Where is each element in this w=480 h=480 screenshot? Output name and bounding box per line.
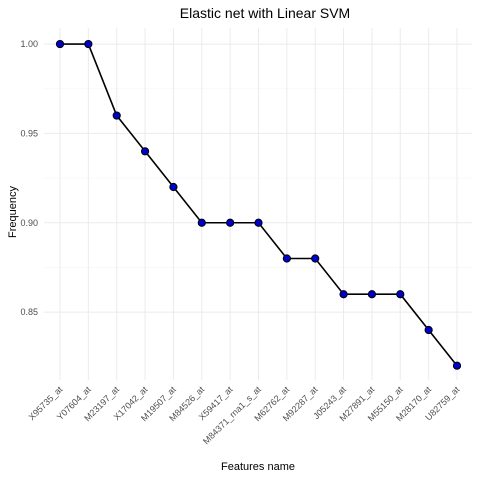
y-axis-ticks: 0.85 0.90 0.95 1.00 — [20, 39, 38, 317]
data-point — [282, 254, 291, 263]
data-point — [140, 147, 150, 156]
x-axis-title: Features name — [221, 461, 295, 473]
data-point — [169, 182, 178, 192]
data-point — [254, 218, 263, 227]
data-point — [226, 218, 235, 227]
data-point — [396, 290, 405, 299]
data-point — [452, 361, 462, 370]
y-tick-label: 0.95 — [20, 128, 38, 138]
x-axis-ticks: X95735_atY07604_atM23197_atX17042_atM195… — [27, 384, 462, 446]
y-tick-label: 0.90 — [20, 218, 38, 228]
chart-title: Elastic net with Linear SVM — [180, 5, 350, 21]
data-point — [424, 325, 433, 335]
data-point — [367, 290, 377, 299]
grid — [44, 28, 472, 380]
data-point — [311, 254, 320, 263]
data-point — [55, 39, 65, 49]
data-point — [197, 218, 206, 227]
data-point — [112, 111, 121, 120]
y-axis-title: Frequency — [7, 186, 19, 238]
data-points — [55, 39, 462, 370]
data-point — [339, 290, 348, 299]
y-tick-label: 0.85 — [20, 307, 38, 317]
y-tick-label: 1.00 — [20, 39, 38, 49]
data-point — [84, 39, 93, 49]
